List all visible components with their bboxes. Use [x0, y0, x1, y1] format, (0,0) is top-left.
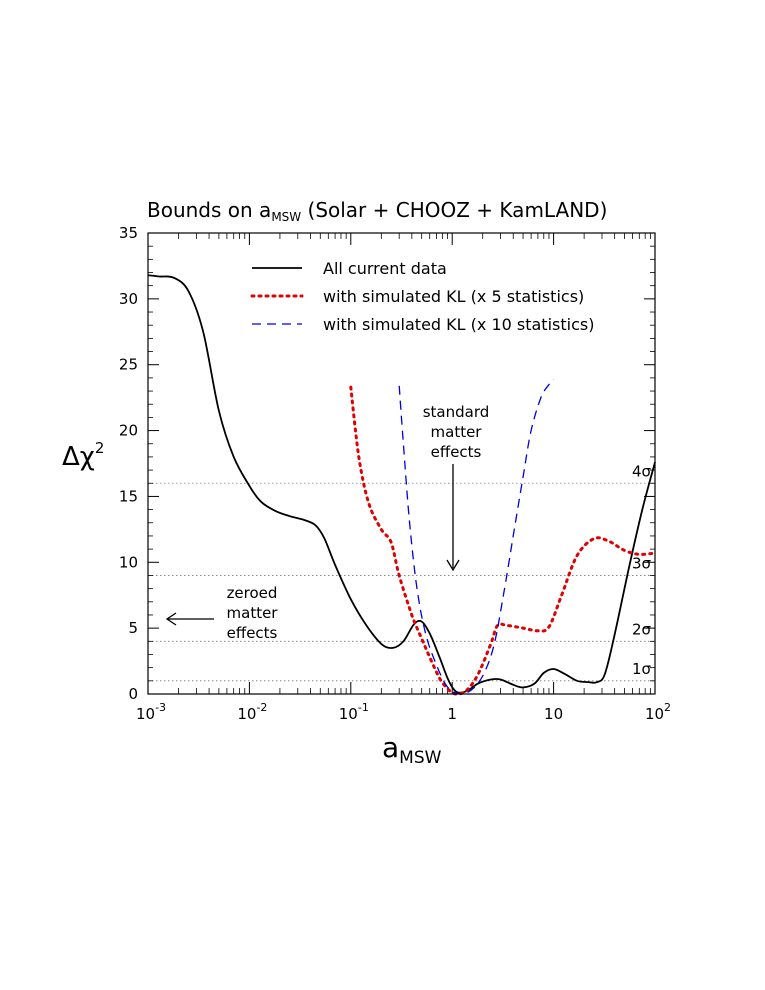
x-axis-label: aMSW: [382, 731, 442, 768]
annotation-zeroed-line-2: matter: [227, 604, 279, 622]
chart-title: Bounds on aMSW (Solar + CHOOZ + KamLAND): [147, 198, 607, 224]
y-tick-label: 10: [119, 553, 138, 571]
annotation-zeroed-line-3: effects: [227, 624, 278, 642]
annotation-standard-line-3: effects: [431, 443, 482, 461]
annotation-standard: standard matter effects: [423, 403, 490, 572]
series-line-3: [398, 378, 555, 695]
x-tick-label: 10-1: [339, 701, 369, 723]
x-tick-label: 102: [645, 701, 671, 723]
x-axis-ticks: 10-3 10-2 10-1 1 10 102: [136, 233, 671, 723]
chart-title-pre: Bounds on a: [147, 198, 271, 222]
y-tick-label: 5: [128, 619, 138, 637]
x-axis-label-sub: MSW: [399, 748, 441, 768]
y-tick-label: 30: [119, 290, 138, 308]
arrow-left-head-icon: [165, 612, 177, 626]
y-axis-label-main: Δχ: [62, 442, 95, 472]
x-axis-label-main: a: [382, 731, 399, 764]
plot-frame: [147, 232, 656, 695]
sigma-label-4: 4σ: [632, 462, 652, 480]
annotation-standard-line-1: standard: [423, 403, 490, 421]
sigma-label-1: 1σ: [632, 660, 652, 678]
legend: All current data with simulated KL (x 5 s…: [250, 259, 594, 334]
chart-title-sub: MSW: [271, 210, 301, 224]
series-lines: [147, 274, 657, 696]
series-line-1: [147, 274, 656, 694]
y-tick-label: 25: [119, 356, 138, 374]
y-tick-label: 35: [119, 224, 138, 242]
legend-label-3: with simulated KL (x 10 statistics): [323, 315, 594, 334]
x-tick-label: 1: [447, 705, 457, 723]
arrow-down-head-icon: [446, 559, 460, 572]
legend-label-1: All current data: [323, 259, 447, 278]
y-axis-ticks: 0 5 10 15 20 25 30 35: [119, 224, 655, 703]
x-tick-label: 10-2: [237, 701, 267, 723]
y-axis-label: Δχ2: [62, 439, 104, 472]
y-tick-label: 20: [119, 422, 138, 440]
y-tick-label: 15: [119, 487, 138, 505]
sigma-label-2: 2σ: [632, 620, 652, 638]
y-axis-label-sup: 2: [95, 439, 105, 457]
sigma-label-3: 3σ: [632, 554, 652, 572]
series-line-2: [349, 385, 657, 696]
annotation-zeroed-line-1: zeroed: [227, 584, 278, 602]
x-tick-label: 10: [544, 705, 563, 723]
sigma-reference-lines: 1σ 2σ 3σ 4σ: [148, 462, 655, 682]
annotation-zeroed: zeroed matter effects: [165, 584, 279, 642]
legend-label-2: with simulated KL (x 5 statistics): [323, 287, 584, 306]
chart-title-post: (Solar + CHOOZ + KamLAND): [301, 198, 607, 222]
x-tick-label: 10-3: [136, 701, 166, 723]
y-tick-label: 0: [128, 685, 138, 703]
annotation-standard-line-2: matter: [431, 423, 483, 441]
